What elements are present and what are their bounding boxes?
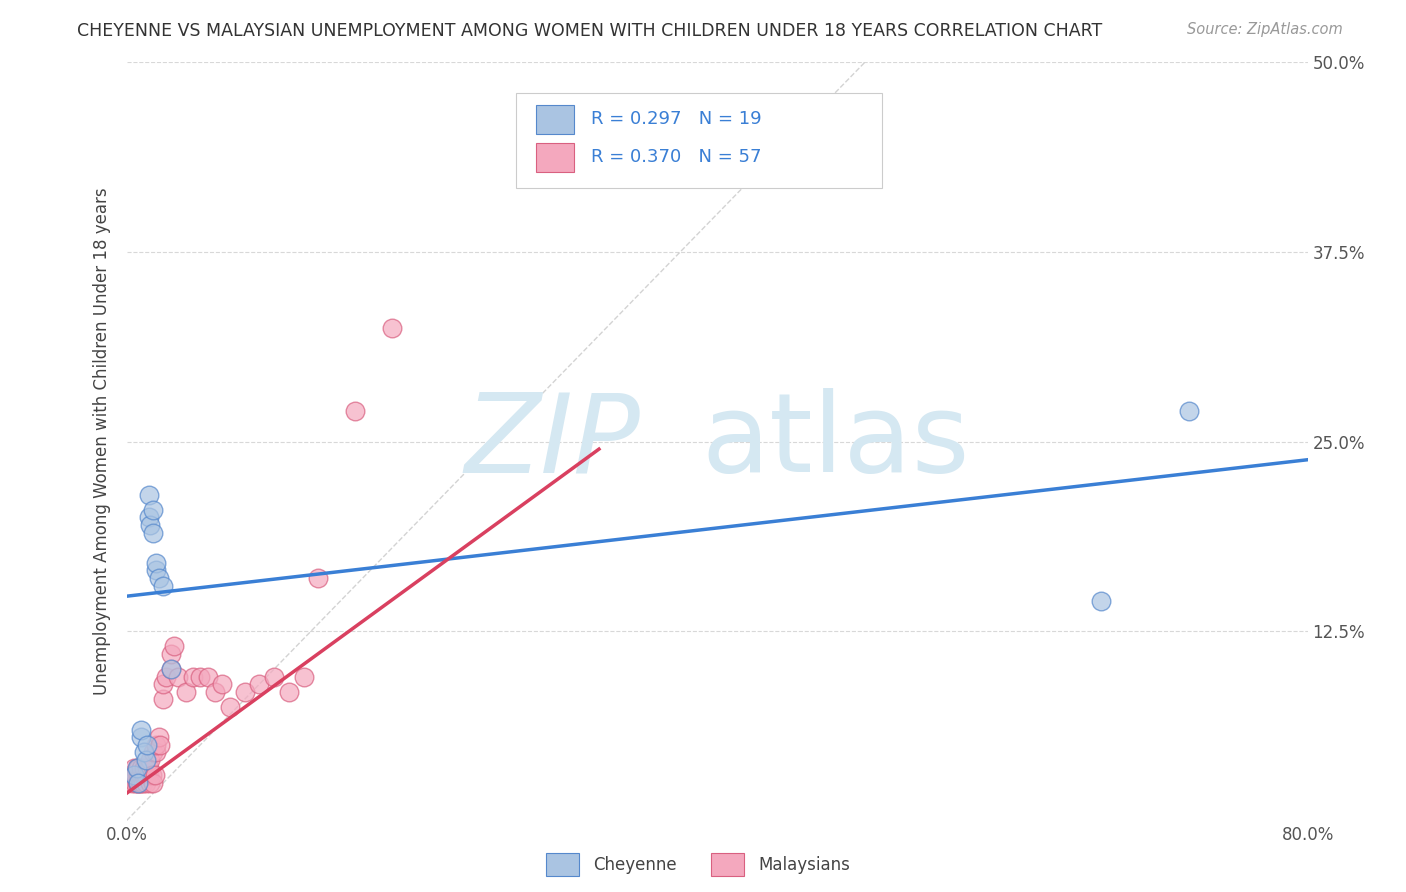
Point bbox=[128, 768, 150, 782]
Point bbox=[155, 669, 177, 683]
Point bbox=[163, 639, 186, 653]
Point bbox=[135, 753, 157, 767]
Point bbox=[138, 760, 160, 774]
Point bbox=[124, 776, 146, 790]
Point bbox=[120, 768, 142, 782]
Point bbox=[249, 677, 271, 691]
Point bbox=[211, 677, 233, 691]
Point bbox=[141, 768, 163, 782]
Point bbox=[127, 760, 149, 774]
Point bbox=[134, 746, 156, 760]
Point bbox=[122, 768, 145, 782]
Point bbox=[129, 730, 153, 744]
FancyBboxPatch shape bbox=[516, 93, 883, 187]
Text: Source: ZipAtlas.com: Source: ZipAtlas.com bbox=[1187, 22, 1343, 37]
Point bbox=[233, 685, 256, 699]
Text: Malaysians: Malaysians bbox=[758, 855, 851, 873]
Point bbox=[344, 404, 367, 418]
Point bbox=[125, 760, 148, 774]
Point bbox=[128, 776, 150, 790]
Point bbox=[278, 685, 301, 699]
Point bbox=[145, 556, 167, 570]
Point bbox=[138, 510, 160, 524]
Point bbox=[219, 699, 242, 714]
Point bbox=[139, 753, 162, 767]
Point bbox=[160, 662, 183, 676]
Point bbox=[138, 768, 160, 782]
Point bbox=[381, 320, 404, 334]
Text: ZIP: ZIP bbox=[464, 388, 640, 495]
Point bbox=[129, 723, 153, 737]
Point bbox=[148, 571, 170, 585]
Point bbox=[139, 517, 162, 532]
Point bbox=[1178, 404, 1201, 418]
Point bbox=[160, 647, 183, 661]
Point bbox=[127, 776, 149, 790]
Point bbox=[143, 768, 166, 782]
Point bbox=[129, 768, 153, 782]
Point bbox=[142, 525, 165, 540]
Point bbox=[122, 760, 145, 774]
Point bbox=[148, 730, 170, 744]
Text: R = 0.370   N = 57: R = 0.370 N = 57 bbox=[591, 148, 761, 166]
Point bbox=[174, 685, 197, 699]
Text: CHEYENNE VS MALAYSIAN UNEMPLOYMENT AMONG WOMEN WITH CHILDREN UNDER 18 YEARS CORR: CHEYENNE VS MALAYSIAN UNEMPLOYMENT AMONG… bbox=[77, 22, 1102, 40]
Point bbox=[292, 669, 315, 683]
Point bbox=[129, 776, 153, 790]
Point bbox=[160, 662, 183, 676]
Point bbox=[145, 738, 167, 752]
Point bbox=[121, 776, 143, 790]
Text: R = 0.297   N = 19: R = 0.297 N = 19 bbox=[591, 111, 761, 128]
Point bbox=[142, 746, 165, 760]
Point bbox=[136, 760, 159, 774]
Point bbox=[127, 768, 149, 782]
Text: atlas: atlas bbox=[702, 388, 969, 495]
Point bbox=[1090, 594, 1112, 608]
Point bbox=[132, 768, 155, 782]
Point bbox=[145, 746, 167, 760]
Point bbox=[124, 768, 146, 782]
Point bbox=[129, 760, 153, 774]
Point bbox=[149, 738, 172, 752]
Point bbox=[134, 760, 156, 774]
Bar bbox=[536, 105, 574, 134]
Point bbox=[263, 669, 285, 683]
Bar bbox=[546, 854, 579, 876]
Y-axis label: Unemployment Among Women with Children Under 18 years: Unemployment Among Women with Children U… bbox=[93, 187, 111, 696]
Point bbox=[142, 503, 165, 517]
Point bbox=[127, 776, 149, 790]
Point bbox=[308, 571, 330, 585]
Point bbox=[142, 776, 165, 790]
Point bbox=[152, 579, 174, 593]
Point bbox=[167, 669, 190, 683]
Point bbox=[125, 776, 148, 790]
Point bbox=[134, 768, 156, 782]
Text: Cheyenne: Cheyenne bbox=[593, 855, 676, 873]
Bar bbox=[536, 143, 574, 171]
Point bbox=[136, 738, 159, 752]
Point bbox=[135, 768, 157, 782]
Point bbox=[132, 776, 155, 790]
Point bbox=[152, 677, 174, 691]
Bar bbox=[711, 854, 744, 876]
Point bbox=[152, 692, 174, 706]
Point bbox=[135, 776, 157, 790]
Point bbox=[138, 487, 160, 501]
Point bbox=[197, 669, 219, 683]
Point bbox=[122, 768, 145, 782]
Point bbox=[145, 564, 167, 578]
Point bbox=[188, 669, 212, 683]
Point bbox=[125, 760, 148, 774]
Point bbox=[204, 685, 226, 699]
Point bbox=[139, 776, 162, 790]
Point bbox=[181, 669, 204, 683]
